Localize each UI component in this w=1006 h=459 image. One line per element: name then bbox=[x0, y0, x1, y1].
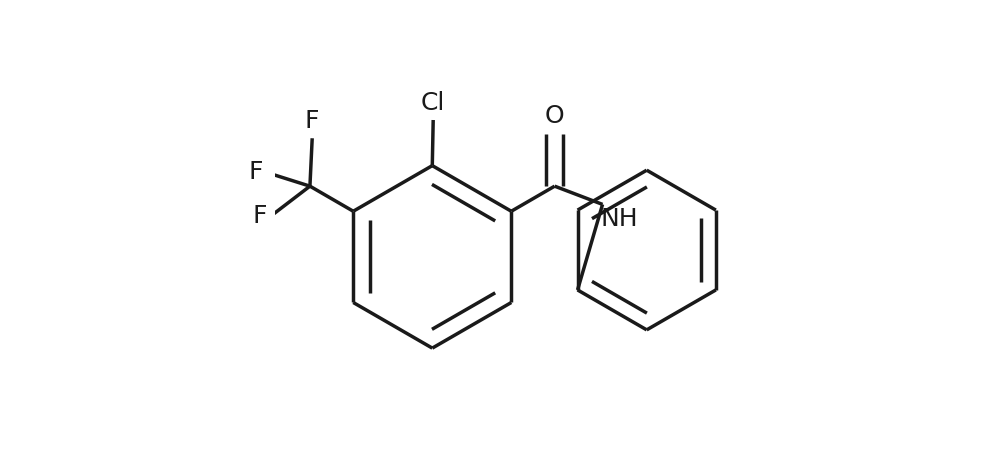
Text: NH: NH bbox=[601, 207, 638, 231]
Text: F: F bbox=[253, 204, 268, 228]
Text: F: F bbox=[248, 161, 263, 185]
Text: Cl: Cl bbox=[421, 90, 446, 115]
Text: O: O bbox=[545, 104, 564, 128]
Text: F: F bbox=[305, 109, 320, 133]
